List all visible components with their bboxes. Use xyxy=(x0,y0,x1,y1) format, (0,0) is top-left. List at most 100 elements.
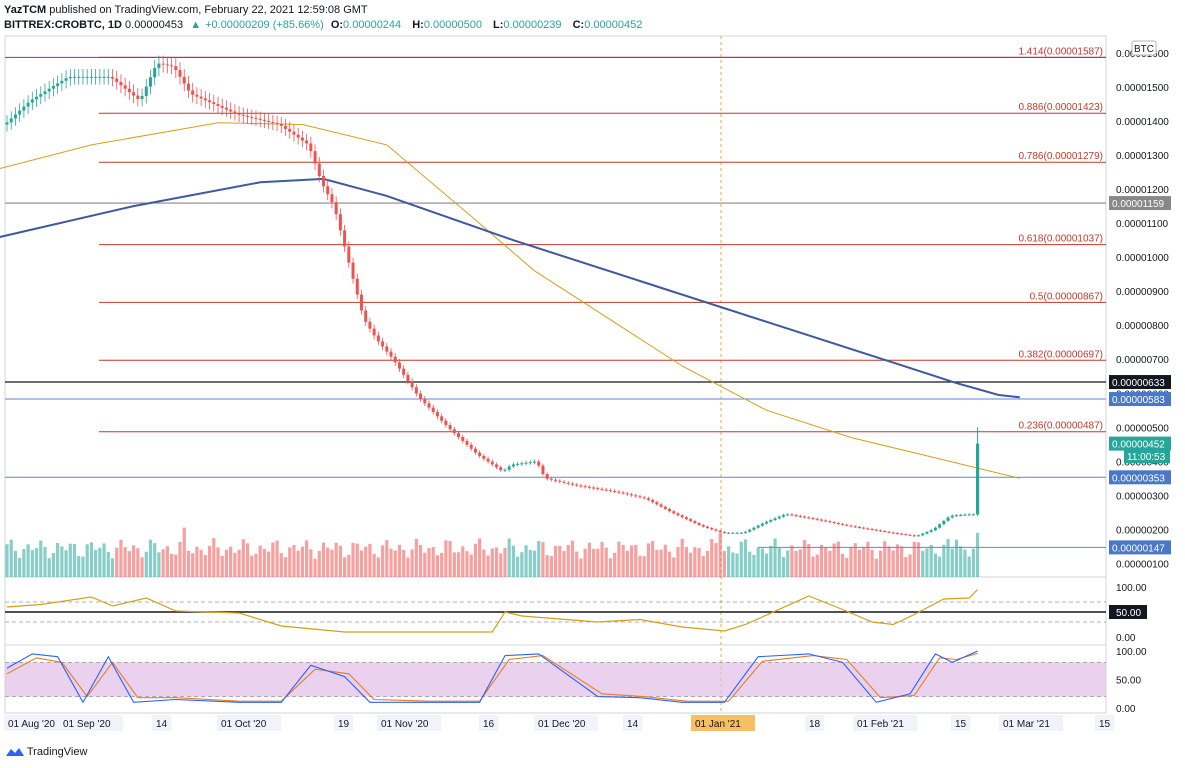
candle xyxy=(592,487,596,489)
candle xyxy=(64,78,68,81)
candle xyxy=(359,294,363,311)
candle xyxy=(714,529,718,531)
volume-bar xyxy=(912,541,916,577)
volume-bar xyxy=(583,548,587,577)
candle xyxy=(668,508,672,512)
volume-bar xyxy=(511,545,515,577)
candle xyxy=(123,85,127,89)
stoch-tick-label: 100.00 xyxy=(1116,647,1147,658)
currency-badge[interactable] xyxy=(1131,40,1157,56)
volume-bar xyxy=(43,546,47,577)
candle xyxy=(828,521,832,523)
time-tick-label: 01 Sep '20 xyxy=(63,719,111,730)
volume-bar xyxy=(634,544,638,577)
volume-bar xyxy=(554,545,558,577)
volume-bar xyxy=(680,538,684,577)
volume-bar xyxy=(254,553,258,577)
candle xyxy=(832,522,836,524)
candle xyxy=(229,109,233,112)
volume-bar xyxy=(727,546,731,577)
candle xyxy=(748,529,752,532)
candle xyxy=(271,121,275,123)
candle xyxy=(406,374,410,382)
time-tick-label: 14 xyxy=(627,719,639,730)
candle xyxy=(503,469,507,471)
brand-name[interactable]: TradingView xyxy=(26,746,88,758)
candle xyxy=(68,76,72,79)
currency-label: BTC xyxy=(1134,44,1154,55)
volume-bar xyxy=(731,552,735,577)
volume-bar xyxy=(760,548,764,577)
volume-bar xyxy=(516,556,520,577)
candle xyxy=(73,76,77,78)
candle xyxy=(174,66,178,71)
price-tag-label: 0.00000147 xyxy=(1112,543,1165,554)
candle xyxy=(469,444,473,449)
candle xyxy=(853,526,857,528)
candle xyxy=(646,498,650,500)
candle xyxy=(752,527,756,530)
volume-bar xyxy=(765,553,769,577)
candle xyxy=(148,77,152,87)
candle xyxy=(617,491,621,493)
candle xyxy=(368,321,372,329)
volume-bar xyxy=(781,557,786,577)
candle xyxy=(507,466,511,470)
candle xyxy=(364,310,368,322)
candle xyxy=(262,119,266,121)
volume-bar xyxy=(473,543,478,577)
volume-bar xyxy=(191,553,195,577)
volume-bar xyxy=(321,542,326,577)
fib-level-label: 0.236(0.00000487) xyxy=(1018,421,1103,432)
candle xyxy=(119,81,123,86)
candle xyxy=(587,486,591,488)
volume-bar xyxy=(305,540,309,577)
candle xyxy=(777,516,781,519)
price-tag xyxy=(1109,470,1171,485)
candle xyxy=(857,526,861,528)
time-axis-bg xyxy=(4,715,68,731)
volume-bar xyxy=(845,557,849,577)
candle xyxy=(448,425,452,430)
candle xyxy=(735,532,739,534)
price-tick-label: 0.00001500 xyxy=(1116,83,1169,94)
time-tick-label: 01 Feb '21 xyxy=(857,719,904,730)
candle xyxy=(744,531,747,533)
volume-bar xyxy=(790,545,794,577)
candle xyxy=(334,202,338,215)
volume-bar xyxy=(566,545,570,577)
volume-bar xyxy=(748,551,752,577)
volume-bar xyxy=(110,558,115,577)
fib-level-label: 0.382(0.00000697) xyxy=(1018,349,1103,360)
candle xyxy=(279,123,283,126)
volume-bar xyxy=(250,555,254,577)
candle xyxy=(326,186,330,195)
volume-bar xyxy=(372,553,376,577)
candle xyxy=(85,76,89,78)
candle xyxy=(634,495,638,497)
price-tick-label: 0.00000900 xyxy=(1116,287,1169,298)
candle xyxy=(608,490,612,492)
volume-bar xyxy=(651,541,655,577)
candle xyxy=(663,506,667,509)
candle xyxy=(874,529,878,531)
time-tick-label: 01 Oct '20 xyxy=(221,719,267,730)
volume-bar xyxy=(710,539,714,577)
volume-bar xyxy=(807,544,811,577)
symbol-label[interactable]: BITTREX:CROBTC, 1D xyxy=(4,19,122,31)
candle xyxy=(727,532,731,534)
volume-bar xyxy=(849,546,853,577)
candle xyxy=(220,105,224,108)
volume-bar xyxy=(229,546,233,577)
volume-bar xyxy=(418,544,423,577)
volume-bar xyxy=(85,544,89,577)
volume-bar xyxy=(216,547,220,577)
candle xyxy=(39,94,43,97)
volume-bar xyxy=(161,549,165,577)
volume-bar xyxy=(938,556,942,577)
publisher-name[interactable]: YazTCM xyxy=(4,4,47,16)
candle xyxy=(950,515,954,518)
candle xyxy=(537,461,541,466)
volume-bar xyxy=(549,556,553,577)
